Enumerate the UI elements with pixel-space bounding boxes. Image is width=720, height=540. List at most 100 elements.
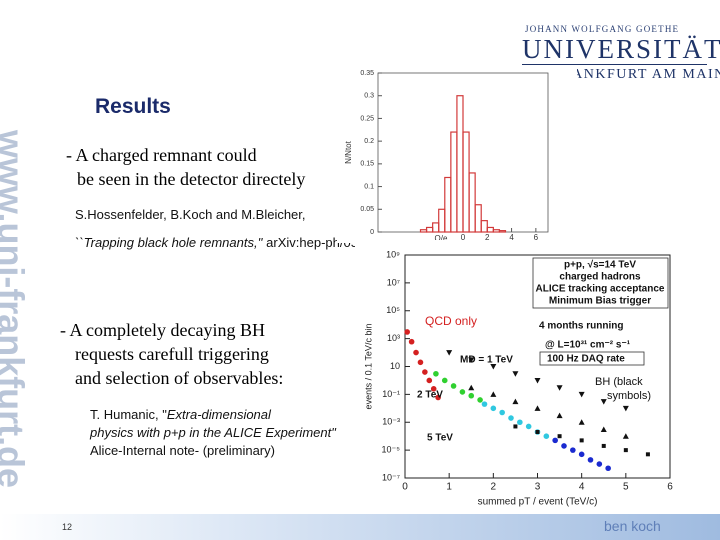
data-point — [433, 370, 439, 377]
x-tick-label: 2 — [491, 482, 497, 493]
data-point — [556, 385, 563, 391]
watermark: www.uni-frankfurt.de — [0, 129, 31, 488]
x-tick-label: 6 — [534, 233, 539, 242]
data-point — [446, 350, 453, 356]
x-tick-label: 5 — [623, 482, 629, 493]
data-point — [622, 433, 629, 439]
bullet: - A completely decaying BH — [60, 320, 265, 340]
data-point — [517, 419, 523, 426]
legend-label: MD = 1 TeV — [460, 355, 513, 366]
footer-bar — [0, 514, 720, 540]
y-tick-label: 0.35 — [360, 70, 374, 77]
legend-box — [532, 257, 669, 309]
data-point — [422, 369, 428, 375]
histogram-bar — [492, 229, 501, 233]
data-point — [622, 405, 629, 412]
histogram-bar — [486, 226, 494, 233]
annotation: 4 months running — [539, 321, 623, 332]
data-point — [600, 399, 607, 405]
data-point — [404, 329, 411, 335]
data-point — [578, 391, 585, 398]
data-point — [557, 434, 562, 439]
y-tick-label: 0 — [370, 229, 374, 236]
reference: S.Hossenfelder, B.Koch and M.Bleicher, — [75, 206, 306, 224]
x-tick-label: 3 — [535, 482, 541, 493]
data-point — [435, 394, 441, 401]
data-point — [578, 419, 585, 425]
y-axis-label: events / 0.1 TeV/c bin — [363, 324, 373, 410]
bullet-cont: and selection of observables: — [75, 368, 284, 388]
histogram-bar — [425, 226, 434, 233]
legend-label: 2 TeV — [417, 390, 443, 401]
histogram-bar — [450, 131, 458, 233]
watermark-layer: www.uni-frankfurt.de — [0, 129, 31, 488]
data-point — [508, 415, 514, 421]
data-point — [543, 433, 550, 439]
x-tick-label: 4 — [579, 482, 585, 493]
data-point — [556, 412, 563, 419]
y-tick-label: 10⁹ — [386, 249, 400, 259]
logo-rule — [522, 64, 707, 65]
data-point — [499, 409, 505, 416]
data-point — [468, 357, 475, 363]
histogram-figure: 0 0.05 0.1 0.15 0.2 0.25 0.3 0.35 0 2 4 6 Q/e N/Ntot — [337, 67, 577, 243]
histogram-bar — [462, 131, 470, 233]
annotation: symbols) — [607, 390, 651, 402]
data-point — [468, 392, 475, 399]
y-tick-label: 10 — [390, 361, 400, 371]
data-point — [430, 386, 437, 392]
x-tick-label: 6 — [667, 482, 673, 493]
data-point — [426, 377, 433, 384]
y-tick-label: 0.2 — [364, 138, 374, 145]
x-tick-label: 0 — [461, 233, 466, 242]
annotation: BH (black — [595, 376, 643, 388]
data-point — [596, 461, 603, 467]
reference-title: physics with p+p in the ALICE Experiment… — [90, 425, 336, 440]
reference: Alice-Internal note- (preliminary) — [90, 443, 275, 458]
x-tick-label: 0 — [402, 482, 408, 493]
plot-frame — [404, 254, 671, 479]
logo-main: UNIVERSITÄT — [522, 34, 720, 64]
histogram-bar — [480, 220, 488, 233]
bullet: - A charged remnant could — [66, 145, 257, 165]
x-tick-label: 4 — [509, 233, 514, 242]
data-point — [513, 424, 518, 429]
histogram-bar — [468, 172, 476, 233]
y-tick-label: 10⁻⁵ — [382, 445, 401, 455]
y-tick-label: 10⁻⁷ — [382, 472, 400, 482]
data-point — [601, 443, 606, 448]
y-tick-label: 0.05 — [360, 206, 374, 213]
annotation: ALICE tracking acceptance — [536, 284, 665, 295]
data-point — [534, 405, 541, 411]
bullet-cont: be seen in the detector directely — [77, 169, 306, 189]
legend-block: p+p, √s=14 TeV charged hadrons ALICE tra… — [417, 257, 669, 444]
data-point — [490, 391, 497, 397]
histogram-bar — [456, 95, 464, 233]
y-tick-label: 10⁷ — [387, 277, 400, 287]
annotation: p+p, √s=14 TeV — [564, 260, 636, 271]
histogram-bar — [444, 176, 452, 233]
y-tick-label: 0.25 — [360, 115, 374, 122]
data-point — [512, 398, 519, 405]
y-tick-label: 0.15 — [360, 161, 374, 168]
legend-label: 5 TeV — [427, 433, 453, 444]
x-axis-label: summed pT / event (TeV/c) — [478, 497, 598, 508]
y-tick-label: 10³ — [387, 333, 400, 343]
data-point — [534, 377, 541, 384]
histogram-bar — [432, 222, 440, 233]
data-point — [468, 384, 475, 391]
x-tick-label: 1 — [446, 482, 452, 493]
data-point — [450, 383, 457, 389]
data-point — [645, 452, 650, 457]
histogram-bar — [474, 204, 482, 233]
data-point — [561, 443, 567, 449]
data-point — [408, 338, 415, 345]
page-number: 12 — [62, 522, 73, 532]
data-point — [570, 447, 576, 453]
daq-box — [539, 351, 645, 366]
bullet-cont: requests carefull triggering — [75, 344, 269, 364]
data-point — [587, 457, 594, 463]
data-point — [490, 405, 497, 412]
x-axis-label: Q/e — [435, 234, 448, 243]
